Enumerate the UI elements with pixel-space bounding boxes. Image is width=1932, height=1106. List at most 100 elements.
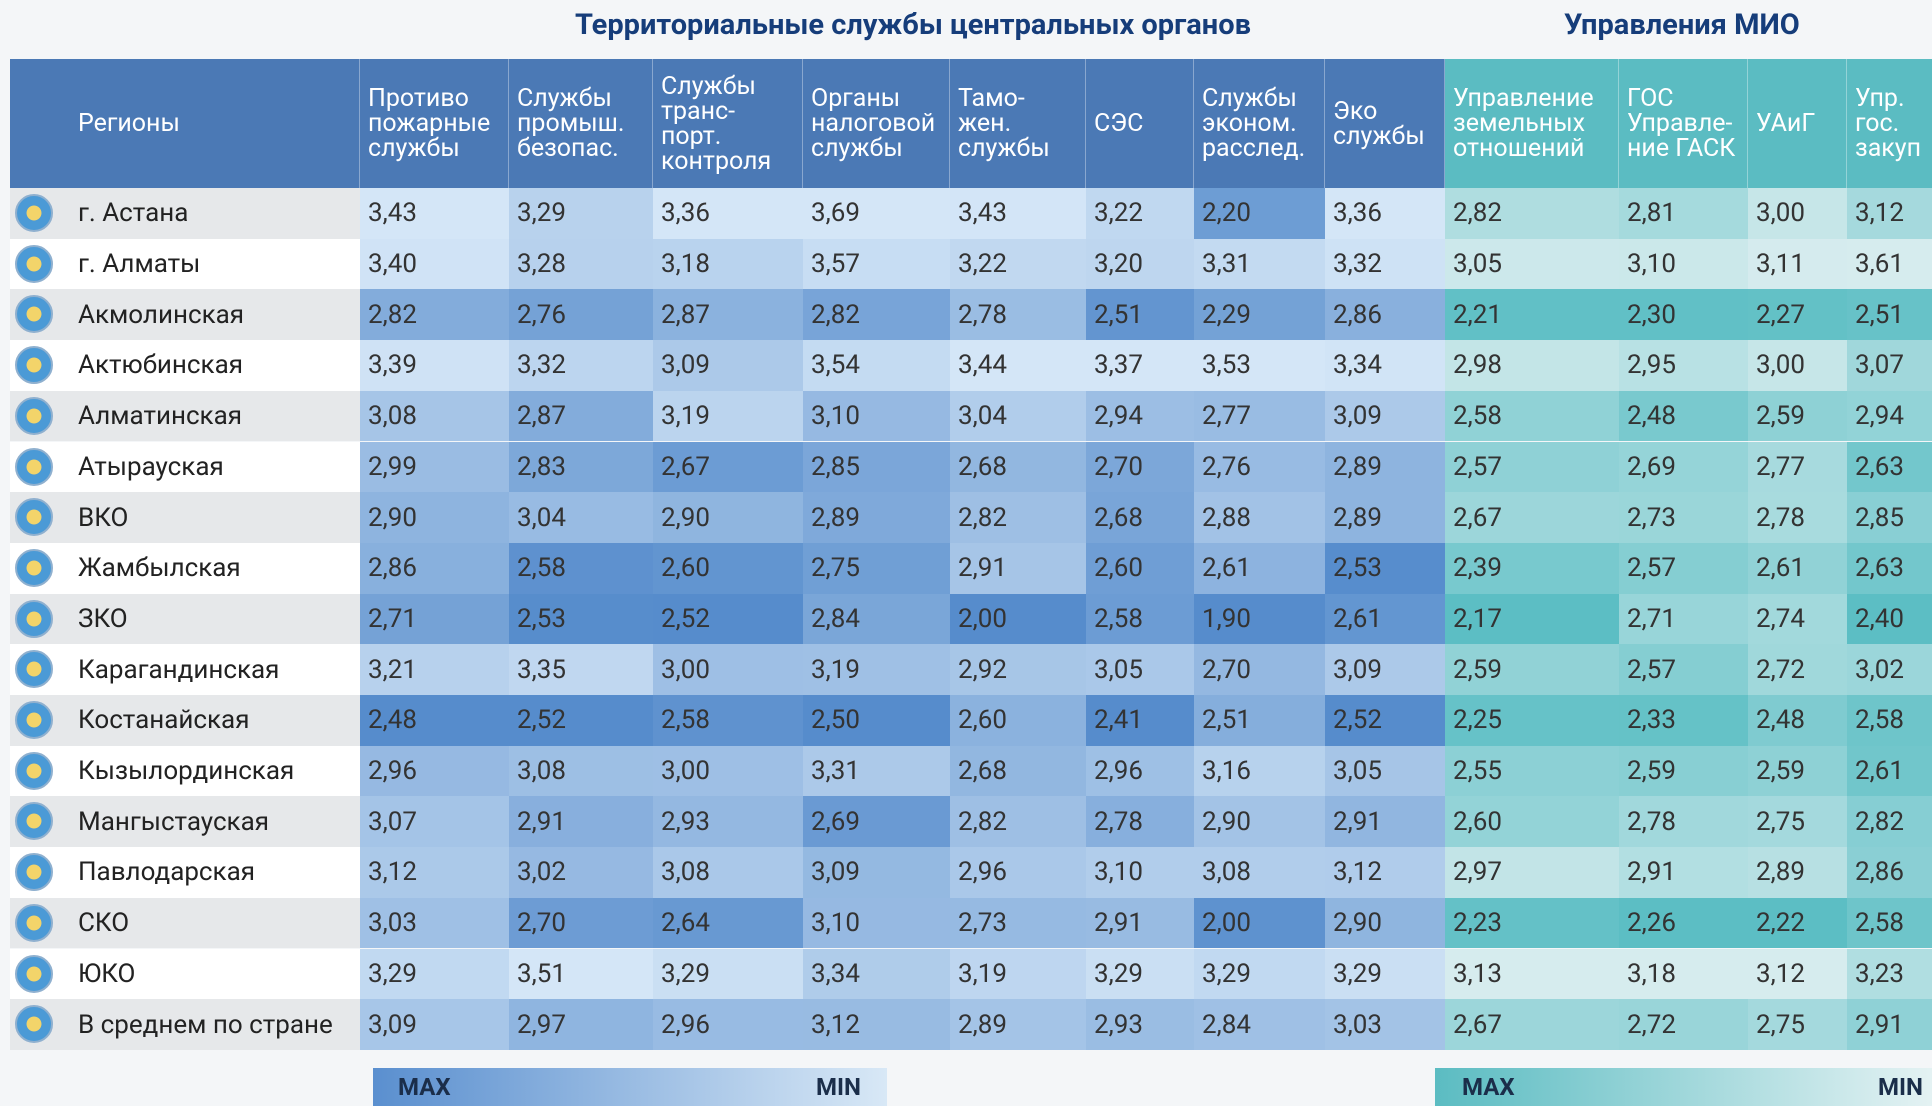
region-emblem — [15, 244, 53, 283]
legend-bar — [373, 1068, 887, 1106]
region-emblem — [15, 751, 53, 790]
value-cell: 2,76 — [509, 289, 653, 341]
value-cell: 2,73 — [1619, 492, 1748, 543]
value-cell: 3,32 — [1325, 238, 1445, 290]
value-cell: 2,75 — [1748, 999, 1847, 1050]
value-cell: 2,51 — [1086, 289, 1194, 341]
value-cell: 2,90 — [360, 492, 509, 543]
value-cell: 2,94 — [1847, 390, 1932, 442]
value-cell: 2,59 — [1445, 644, 1619, 695]
value-cell: 2,81 — [1619, 188, 1748, 239]
header-cell: Службы эконом. расслед. — [1194, 59, 1325, 188]
value-cell: 2,96 — [950, 847, 1086, 898]
value-cell: 3,19 — [950, 948, 1086, 1000]
value-cell: 2,48 — [1619, 390, 1748, 442]
value-cell: 2,90 — [653, 492, 803, 543]
value-cell: 2,69 — [1619, 441, 1748, 493]
value-cell: 3,05 — [1445, 238, 1619, 290]
value-cell: 3,11 — [1748, 238, 1847, 290]
value-cell: 2,67 — [1445, 492, 1619, 543]
value-cell: 2,82 — [950, 492, 1086, 543]
value-cell: 3,10 — [1619, 238, 1748, 290]
value-cell: 2,59 — [1619, 745, 1748, 797]
region-name: Костанайская — [10, 695, 360, 746]
value-cell: 3,10 — [803, 390, 950, 442]
value-cell: 3,40 — [360, 238, 509, 290]
value-cell: 2,94 — [1086, 390, 1194, 442]
value-cell: 2,61 — [1847, 745, 1932, 797]
value-cell: 2,83 — [509, 441, 653, 493]
value-cell: 3,34 — [1325, 340, 1445, 391]
region-name: г. Астана — [10, 188, 360, 239]
value-cell: 2,61 — [1325, 593, 1445, 645]
value-cell: 2,91 — [950, 542, 1086, 594]
value-cell: 3,09 — [1325, 644, 1445, 695]
value-cell: 2,89 — [803, 492, 950, 543]
legend-label: MAX — [398, 1073, 451, 1101]
value-cell: 3,32 — [509, 340, 653, 391]
value-cell: 3,22 — [1086, 188, 1194, 239]
region-emblem — [15, 396, 53, 435]
value-cell: 3,39 — [360, 340, 509, 391]
value-cell: 2,00 — [1194, 897, 1325, 949]
region-emblem — [15, 853, 53, 892]
value-cell: 3,09 — [653, 340, 803, 391]
value-cell: 2,82 — [950, 796, 1086, 848]
value-cell: 3,00 — [653, 644, 803, 695]
value-cell: 3,00 — [1748, 188, 1847, 239]
value-cell: 2,82 — [360, 289, 509, 341]
group-title: Управления МИО — [1564, 8, 1800, 42]
value-cell: 2,93 — [653, 796, 803, 848]
value-cell: 3,51 — [509, 948, 653, 1000]
region-name: Кызылординская — [10, 745, 360, 797]
value-cell: 2,96 — [1086, 745, 1194, 797]
value-cell: 2,71 — [360, 593, 509, 645]
value-cell: 2,70 — [1086, 441, 1194, 493]
value-cell: 2,86 — [1325, 289, 1445, 341]
value-cell: 3,20 — [1086, 238, 1194, 290]
legend-label: MAX — [1462, 1073, 1515, 1101]
region-name: В среднем по стране — [10, 999, 360, 1050]
value-cell: 2,60 — [653, 542, 803, 594]
value-cell: 3,00 — [653, 745, 803, 797]
value-cell: 2,50 — [803, 695, 950, 746]
value-cell: 3,23 — [1847, 948, 1932, 1000]
value-cell: 2,85 — [1847, 492, 1932, 543]
value-cell: 2,21 — [1445, 289, 1619, 341]
value-cell: 2,59 — [1748, 390, 1847, 442]
region-name: Алматинская — [10, 390, 360, 442]
value-cell: 2,91 — [1847, 999, 1932, 1050]
value-cell: 2,17 — [1445, 593, 1619, 645]
region-emblem — [15, 447, 53, 486]
value-cell: 2,58 — [1445, 390, 1619, 442]
value-cell: 2,86 — [1847, 847, 1932, 898]
value-cell: 3,13 — [1445, 948, 1619, 1000]
value-cell: 2,72 — [1748, 644, 1847, 695]
value-cell: 2,51 — [1194, 695, 1325, 746]
value-cell: 3,29 — [1325, 948, 1445, 1000]
value-cell: 2,67 — [653, 441, 803, 493]
value-cell: 2,87 — [509, 390, 653, 442]
value-cell: 2,89 — [1325, 492, 1445, 543]
value-cell: 3,04 — [950, 390, 1086, 442]
value-cell: 2,77 — [1194, 390, 1325, 442]
value-cell: 2,52 — [509, 695, 653, 746]
value-cell: 3,09 — [803, 847, 950, 898]
value-cell: 2,78 — [950, 289, 1086, 341]
value-cell: 3,05 — [1325, 745, 1445, 797]
value-cell: 3,09 — [1325, 390, 1445, 442]
value-cell: 3,02 — [509, 847, 653, 898]
value-cell: 3,10 — [803, 897, 950, 949]
value-cell: 2,91 — [509, 796, 653, 848]
region-emblem — [15, 903, 53, 942]
value-cell: 2,58 — [509, 542, 653, 594]
value-cell: 2,48 — [1748, 695, 1847, 746]
region-emblem — [15, 701, 53, 739]
value-cell: 2,86 — [360, 542, 509, 594]
value-cell: 2,41 — [1086, 695, 1194, 746]
region-name: Павлодарская — [10, 847, 360, 898]
header-cell: Службы промыш. безопас. — [509, 59, 653, 188]
region-name: г. Алматы — [10, 238, 360, 290]
region-name: СКО — [10, 897, 360, 949]
